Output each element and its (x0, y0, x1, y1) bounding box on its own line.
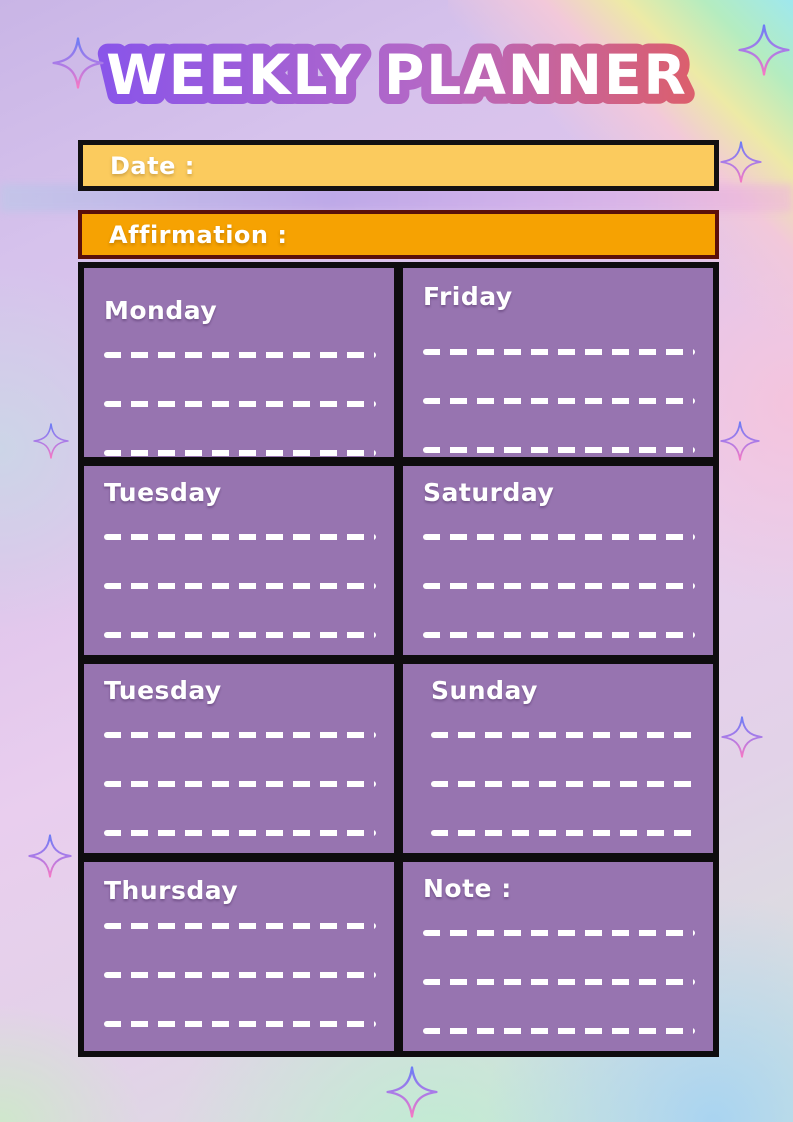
writing-line (431, 781, 695, 787)
writing-line (104, 1021, 376, 1027)
cell-label: Thursday (104, 876, 239, 905)
writing-line (423, 930, 695, 936)
writing-line (431, 732, 695, 738)
day-cell-thursday[interactable]: Thursday (84, 862, 394, 1051)
cell-label: Note : (423, 874, 512, 903)
affirmation-field[interactable]: Affirmation : (78, 210, 719, 259)
sparkle-icon (721, 716, 763, 758)
writing-line (104, 781, 376, 787)
cell-label: Tuesday (104, 478, 222, 507)
writing-line (423, 349, 695, 355)
writing-lines (431, 732, 695, 836)
day-cell-saturday[interactable]: Saturday (403, 466, 713, 655)
writing-lines (423, 534, 695, 638)
writing-line (104, 583, 376, 589)
sparkle-icon (386, 1066, 438, 1118)
sparkle-icon (720, 421, 760, 461)
writing-line (104, 632, 376, 638)
week-grid: Monday Friday Tuesday Satu (78, 262, 719, 1057)
writing-line (423, 632, 695, 638)
sparkle-icon (52, 37, 104, 89)
writing-line (423, 583, 695, 589)
writing-line (423, 979, 695, 985)
sparkle-icon (28, 834, 72, 878)
day-cell-sunday[interactable]: Sunday (403, 664, 713, 853)
page-title: WEEKLY PLANNER (96, 33, 696, 117)
note-cell[interactable]: Note : (403, 862, 713, 1051)
writing-lines (423, 349, 695, 453)
day-cell-friday[interactable]: Friday (403, 268, 713, 457)
sparkle-icon (738, 24, 790, 76)
date-field[interactable]: Date : (78, 140, 719, 191)
writing-line (104, 830, 376, 836)
writing-line (104, 450, 376, 456)
writing-line (104, 972, 376, 978)
cell-label: Tuesday (104, 676, 222, 705)
writing-line (423, 447, 695, 453)
writing-lines (104, 732, 376, 836)
writing-line (423, 1028, 695, 1034)
page-title-text: WEEKLY PLANNER (106, 43, 688, 107)
writing-line (431, 830, 695, 836)
writing-line (104, 352, 376, 358)
affirmation-label: Affirmation : (109, 220, 288, 249)
day-cell-tuesday-duplicate[interactable]: Tuesday (84, 664, 394, 853)
sparkle-icon (33, 423, 69, 459)
sparkle-icon (720, 141, 762, 183)
writing-lines (104, 352, 376, 456)
writing-line (104, 732, 376, 738)
writing-line (423, 534, 695, 540)
day-cell-monday[interactable]: Monday (84, 268, 394, 457)
writing-line (104, 401, 376, 407)
cell-label: Sunday (431, 676, 538, 705)
writing-lines (104, 534, 376, 638)
writing-lines (104, 923, 376, 1027)
writing-line (423, 398, 695, 404)
writing-line (104, 923, 376, 929)
date-label: Date : (110, 151, 195, 180)
writing-line (104, 534, 376, 540)
cell-label: Friday (423, 282, 513, 311)
day-cell-tuesday[interactable]: Tuesday (84, 466, 394, 655)
cell-label: Monday (104, 296, 218, 325)
cell-label: Saturday (423, 478, 555, 507)
writing-lines (423, 930, 695, 1034)
